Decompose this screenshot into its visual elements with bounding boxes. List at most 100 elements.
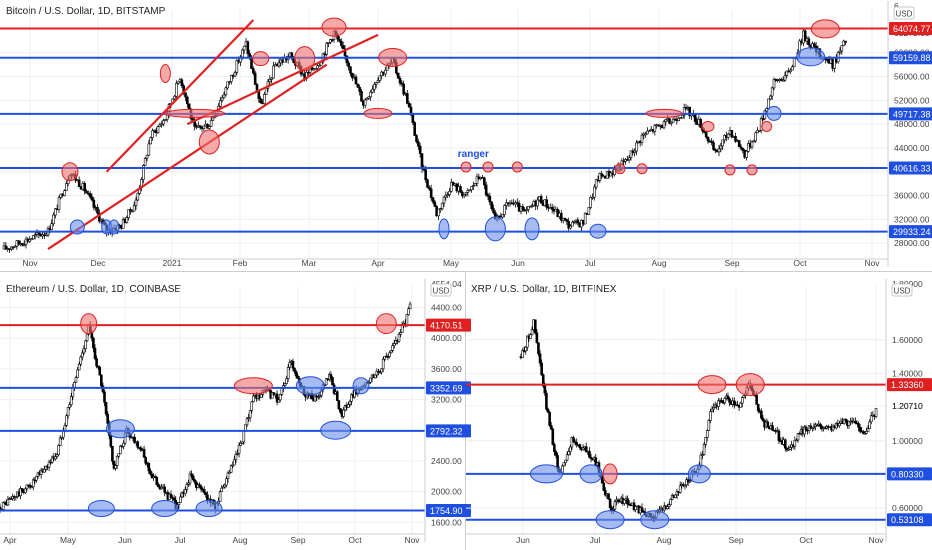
price-axis-tick-label: 52000.00 xyxy=(894,95,930,105)
candle-body xyxy=(134,199,138,207)
candle-body xyxy=(129,209,132,212)
candle-body xyxy=(221,486,225,489)
candle-body xyxy=(85,333,89,342)
candle-body xyxy=(268,79,272,82)
current-price-label: 1.20710 xyxy=(892,401,923,411)
candle-body xyxy=(688,480,692,483)
candle-body xyxy=(186,96,189,105)
candle-body xyxy=(13,245,17,248)
candle-body xyxy=(737,140,741,148)
level-value-tag xyxy=(887,513,932,527)
candle-body xyxy=(242,431,246,443)
candle-body xyxy=(383,355,387,360)
candle-body xyxy=(539,196,543,204)
candle-body xyxy=(33,234,37,236)
support-touch-marker xyxy=(87,500,115,518)
level-lines xyxy=(0,19,888,250)
candle-body xyxy=(745,151,748,158)
candle-body xyxy=(682,107,686,116)
support-touch-marker xyxy=(579,464,603,484)
candle-body xyxy=(756,404,760,412)
candle-body xyxy=(30,486,33,489)
candle-body xyxy=(264,87,268,95)
candle-body xyxy=(24,488,27,493)
candle-body xyxy=(142,448,146,458)
candle-body xyxy=(285,378,288,384)
candle-body xyxy=(407,103,411,108)
candle-body xyxy=(77,179,81,188)
candle-body xyxy=(329,39,332,43)
time-axis-tick-label: Oct xyxy=(799,535,813,545)
candle-body xyxy=(677,118,680,122)
candle-body xyxy=(874,408,878,417)
candle-body xyxy=(413,122,416,136)
candle-body xyxy=(349,66,352,74)
candle-body xyxy=(803,426,806,435)
time-axis-tick-label: Dec xyxy=(90,258,106,268)
candle-body xyxy=(119,445,122,454)
channel-trend-line xyxy=(105,19,255,173)
candle-body xyxy=(726,395,730,399)
time-axis-tick-label: Oct xyxy=(348,535,362,545)
candle-body xyxy=(610,507,614,511)
candle-body xyxy=(231,464,235,467)
candle-body xyxy=(21,243,24,246)
resistance-touch-marker xyxy=(636,163,648,175)
currency-badge-box xyxy=(430,283,452,297)
candle-body xyxy=(52,214,55,224)
level-value-tag xyxy=(426,318,471,332)
candle-body xyxy=(369,377,372,383)
support-touch-marker xyxy=(295,376,325,396)
candle-body xyxy=(69,396,73,406)
candle-body xyxy=(529,334,532,339)
candle-body xyxy=(335,391,339,401)
candle-body xyxy=(681,114,684,119)
price-axis: 1600.002000.002400.002800.003200.003600.… xyxy=(424,279,471,542)
resistance-touch-marker xyxy=(746,164,758,176)
candle-body xyxy=(202,489,206,493)
candle-body xyxy=(31,479,35,488)
candle-body xyxy=(570,437,574,448)
candle-body xyxy=(712,407,715,410)
candle-body xyxy=(122,442,125,447)
candle-body xyxy=(444,195,448,198)
candle-body xyxy=(22,244,26,246)
candle-body xyxy=(354,76,358,85)
candle-body xyxy=(314,68,317,70)
candle-body xyxy=(218,491,222,502)
price-axis-tick-label: 4000.00 xyxy=(431,333,462,343)
time-axis-tick-label: Oct xyxy=(793,258,807,268)
candle-body xyxy=(270,77,273,80)
candle-body xyxy=(865,430,868,434)
candle-body xyxy=(415,135,418,143)
candle-body xyxy=(198,484,201,487)
candle-body xyxy=(132,205,136,212)
price-axis: 28000.0032000.0036000.0040000.0044000.00… xyxy=(887,1,932,267)
candle-body xyxy=(705,430,709,438)
candle-body xyxy=(117,453,121,457)
candle-body xyxy=(9,498,13,500)
candle-body xyxy=(286,367,290,379)
candle-body xyxy=(369,91,372,98)
candle-body xyxy=(373,374,377,379)
candle-body xyxy=(572,437,575,443)
candle-body xyxy=(634,506,637,511)
candle-body xyxy=(600,476,604,484)
candle-body xyxy=(771,425,774,431)
candle-body xyxy=(1,502,5,510)
resistance-touch-marker xyxy=(614,163,626,175)
candle-body xyxy=(635,142,638,152)
time-axis-tick-label: Jun xyxy=(516,535,530,545)
candle-body xyxy=(257,91,261,100)
resistance-touch-marker xyxy=(61,162,79,182)
time-axis-tick-label: Jul xyxy=(590,535,601,545)
candle-body xyxy=(54,208,57,216)
candle-body xyxy=(172,497,176,501)
candle-body xyxy=(719,145,723,150)
candles xyxy=(0,301,412,514)
candle-body xyxy=(183,489,187,495)
time-axis-tick-label: Nov xyxy=(864,258,880,268)
candle-body xyxy=(149,470,152,475)
candle-body xyxy=(612,508,615,511)
candle-body xyxy=(169,493,173,498)
